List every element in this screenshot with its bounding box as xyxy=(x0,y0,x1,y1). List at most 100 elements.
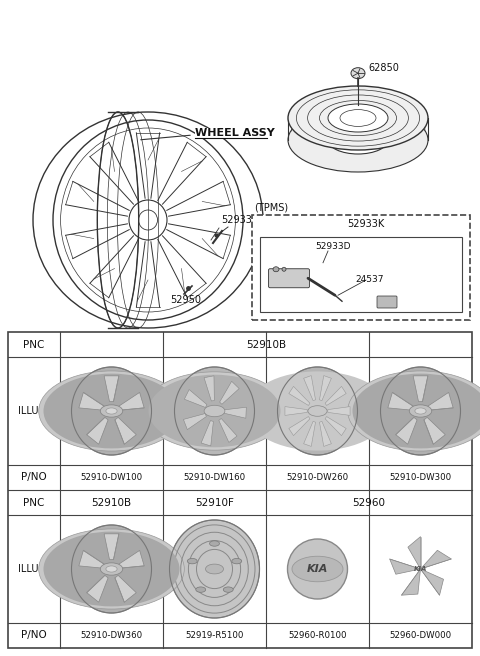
Ellipse shape xyxy=(106,566,117,572)
Polygon shape xyxy=(396,417,417,444)
Polygon shape xyxy=(413,376,428,401)
Ellipse shape xyxy=(292,556,343,582)
Polygon shape xyxy=(320,421,331,447)
Text: ILLUST: ILLUST xyxy=(18,564,50,574)
Ellipse shape xyxy=(288,86,428,150)
Ellipse shape xyxy=(39,529,184,609)
FancyBboxPatch shape xyxy=(252,215,470,320)
Ellipse shape xyxy=(351,68,365,79)
Text: 52910-DW360: 52910-DW360 xyxy=(81,631,143,640)
Bar xyxy=(8,332,472,648)
Ellipse shape xyxy=(100,563,123,575)
Ellipse shape xyxy=(328,126,388,154)
Polygon shape xyxy=(104,376,119,401)
Ellipse shape xyxy=(72,367,152,455)
Polygon shape xyxy=(183,413,206,430)
Polygon shape xyxy=(325,417,346,436)
Text: ILLUST: ILLUST xyxy=(18,406,50,416)
Ellipse shape xyxy=(409,405,432,417)
Ellipse shape xyxy=(204,405,225,417)
Ellipse shape xyxy=(223,587,233,592)
Text: 52960-DW000: 52960-DW000 xyxy=(389,631,452,640)
Text: KIA: KIA xyxy=(307,564,328,574)
Ellipse shape xyxy=(44,374,180,449)
Polygon shape xyxy=(304,376,315,401)
Text: 52960: 52960 xyxy=(352,497,385,508)
Polygon shape xyxy=(115,575,136,602)
Text: PNC: PNC xyxy=(24,340,45,350)
Text: 52910B: 52910B xyxy=(246,340,286,350)
Polygon shape xyxy=(420,550,451,569)
Ellipse shape xyxy=(381,367,460,455)
Text: P/NO: P/NO xyxy=(21,472,47,483)
Polygon shape xyxy=(220,381,239,404)
Ellipse shape xyxy=(39,371,184,451)
Text: 52960-R0100: 52960-R0100 xyxy=(288,631,347,640)
Ellipse shape xyxy=(169,520,260,618)
Text: 52919-R5100: 52919-R5100 xyxy=(185,631,244,640)
Ellipse shape xyxy=(277,367,358,455)
Bar xyxy=(260,237,462,312)
Text: 52910-DW100: 52910-DW100 xyxy=(81,473,143,482)
Text: 52910-DW160: 52910-DW160 xyxy=(183,473,246,482)
Polygon shape xyxy=(401,569,420,595)
Polygon shape xyxy=(219,419,237,442)
Ellipse shape xyxy=(210,541,219,546)
Ellipse shape xyxy=(100,405,123,417)
Polygon shape xyxy=(420,569,444,595)
FancyBboxPatch shape xyxy=(268,269,310,288)
Ellipse shape xyxy=(328,104,388,132)
Ellipse shape xyxy=(282,267,286,271)
Polygon shape xyxy=(224,407,246,419)
Text: 52910-DW260: 52910-DW260 xyxy=(287,473,348,482)
Polygon shape xyxy=(285,407,307,415)
Text: PNC: PNC xyxy=(24,497,45,508)
Ellipse shape xyxy=(106,408,117,414)
Ellipse shape xyxy=(348,371,480,451)
Polygon shape xyxy=(87,575,108,602)
Polygon shape xyxy=(115,417,136,444)
Ellipse shape xyxy=(288,108,428,172)
Polygon shape xyxy=(204,376,215,401)
Ellipse shape xyxy=(308,405,327,417)
Text: 52950: 52950 xyxy=(170,295,202,305)
Polygon shape xyxy=(408,537,420,569)
Text: 24537: 24537 xyxy=(355,275,384,284)
Polygon shape xyxy=(79,550,104,568)
Polygon shape xyxy=(388,392,413,410)
Text: (TPMS): (TPMS) xyxy=(254,202,288,212)
Polygon shape xyxy=(428,392,453,410)
FancyBboxPatch shape xyxy=(377,296,397,308)
Polygon shape xyxy=(184,390,207,407)
Ellipse shape xyxy=(72,525,152,613)
Ellipse shape xyxy=(148,375,280,447)
Ellipse shape xyxy=(288,539,348,599)
Text: KIA: KIA xyxy=(414,566,427,572)
Text: 52933D: 52933D xyxy=(315,242,350,251)
Polygon shape xyxy=(104,534,119,560)
Text: P/NO: P/NO xyxy=(21,630,47,640)
Text: WHEEL ASSY: WHEEL ASSY xyxy=(195,128,275,138)
Polygon shape xyxy=(201,420,214,446)
Polygon shape xyxy=(304,421,315,447)
Ellipse shape xyxy=(196,587,206,592)
Ellipse shape xyxy=(352,374,480,449)
Text: 52933K: 52933K xyxy=(347,219,384,229)
Ellipse shape xyxy=(175,367,254,455)
Text: 62850: 62850 xyxy=(368,63,399,73)
Ellipse shape xyxy=(144,372,286,450)
Polygon shape xyxy=(325,386,346,405)
Polygon shape xyxy=(424,417,445,444)
Polygon shape xyxy=(289,417,310,436)
Ellipse shape xyxy=(245,371,389,451)
Ellipse shape xyxy=(384,533,456,605)
Polygon shape xyxy=(79,392,104,410)
Ellipse shape xyxy=(415,408,426,414)
Polygon shape xyxy=(119,392,144,410)
Text: 52910B: 52910B xyxy=(91,497,132,508)
Ellipse shape xyxy=(232,558,242,564)
Ellipse shape xyxy=(273,267,279,272)
Polygon shape xyxy=(87,417,108,444)
Ellipse shape xyxy=(187,558,197,564)
Ellipse shape xyxy=(44,531,180,606)
